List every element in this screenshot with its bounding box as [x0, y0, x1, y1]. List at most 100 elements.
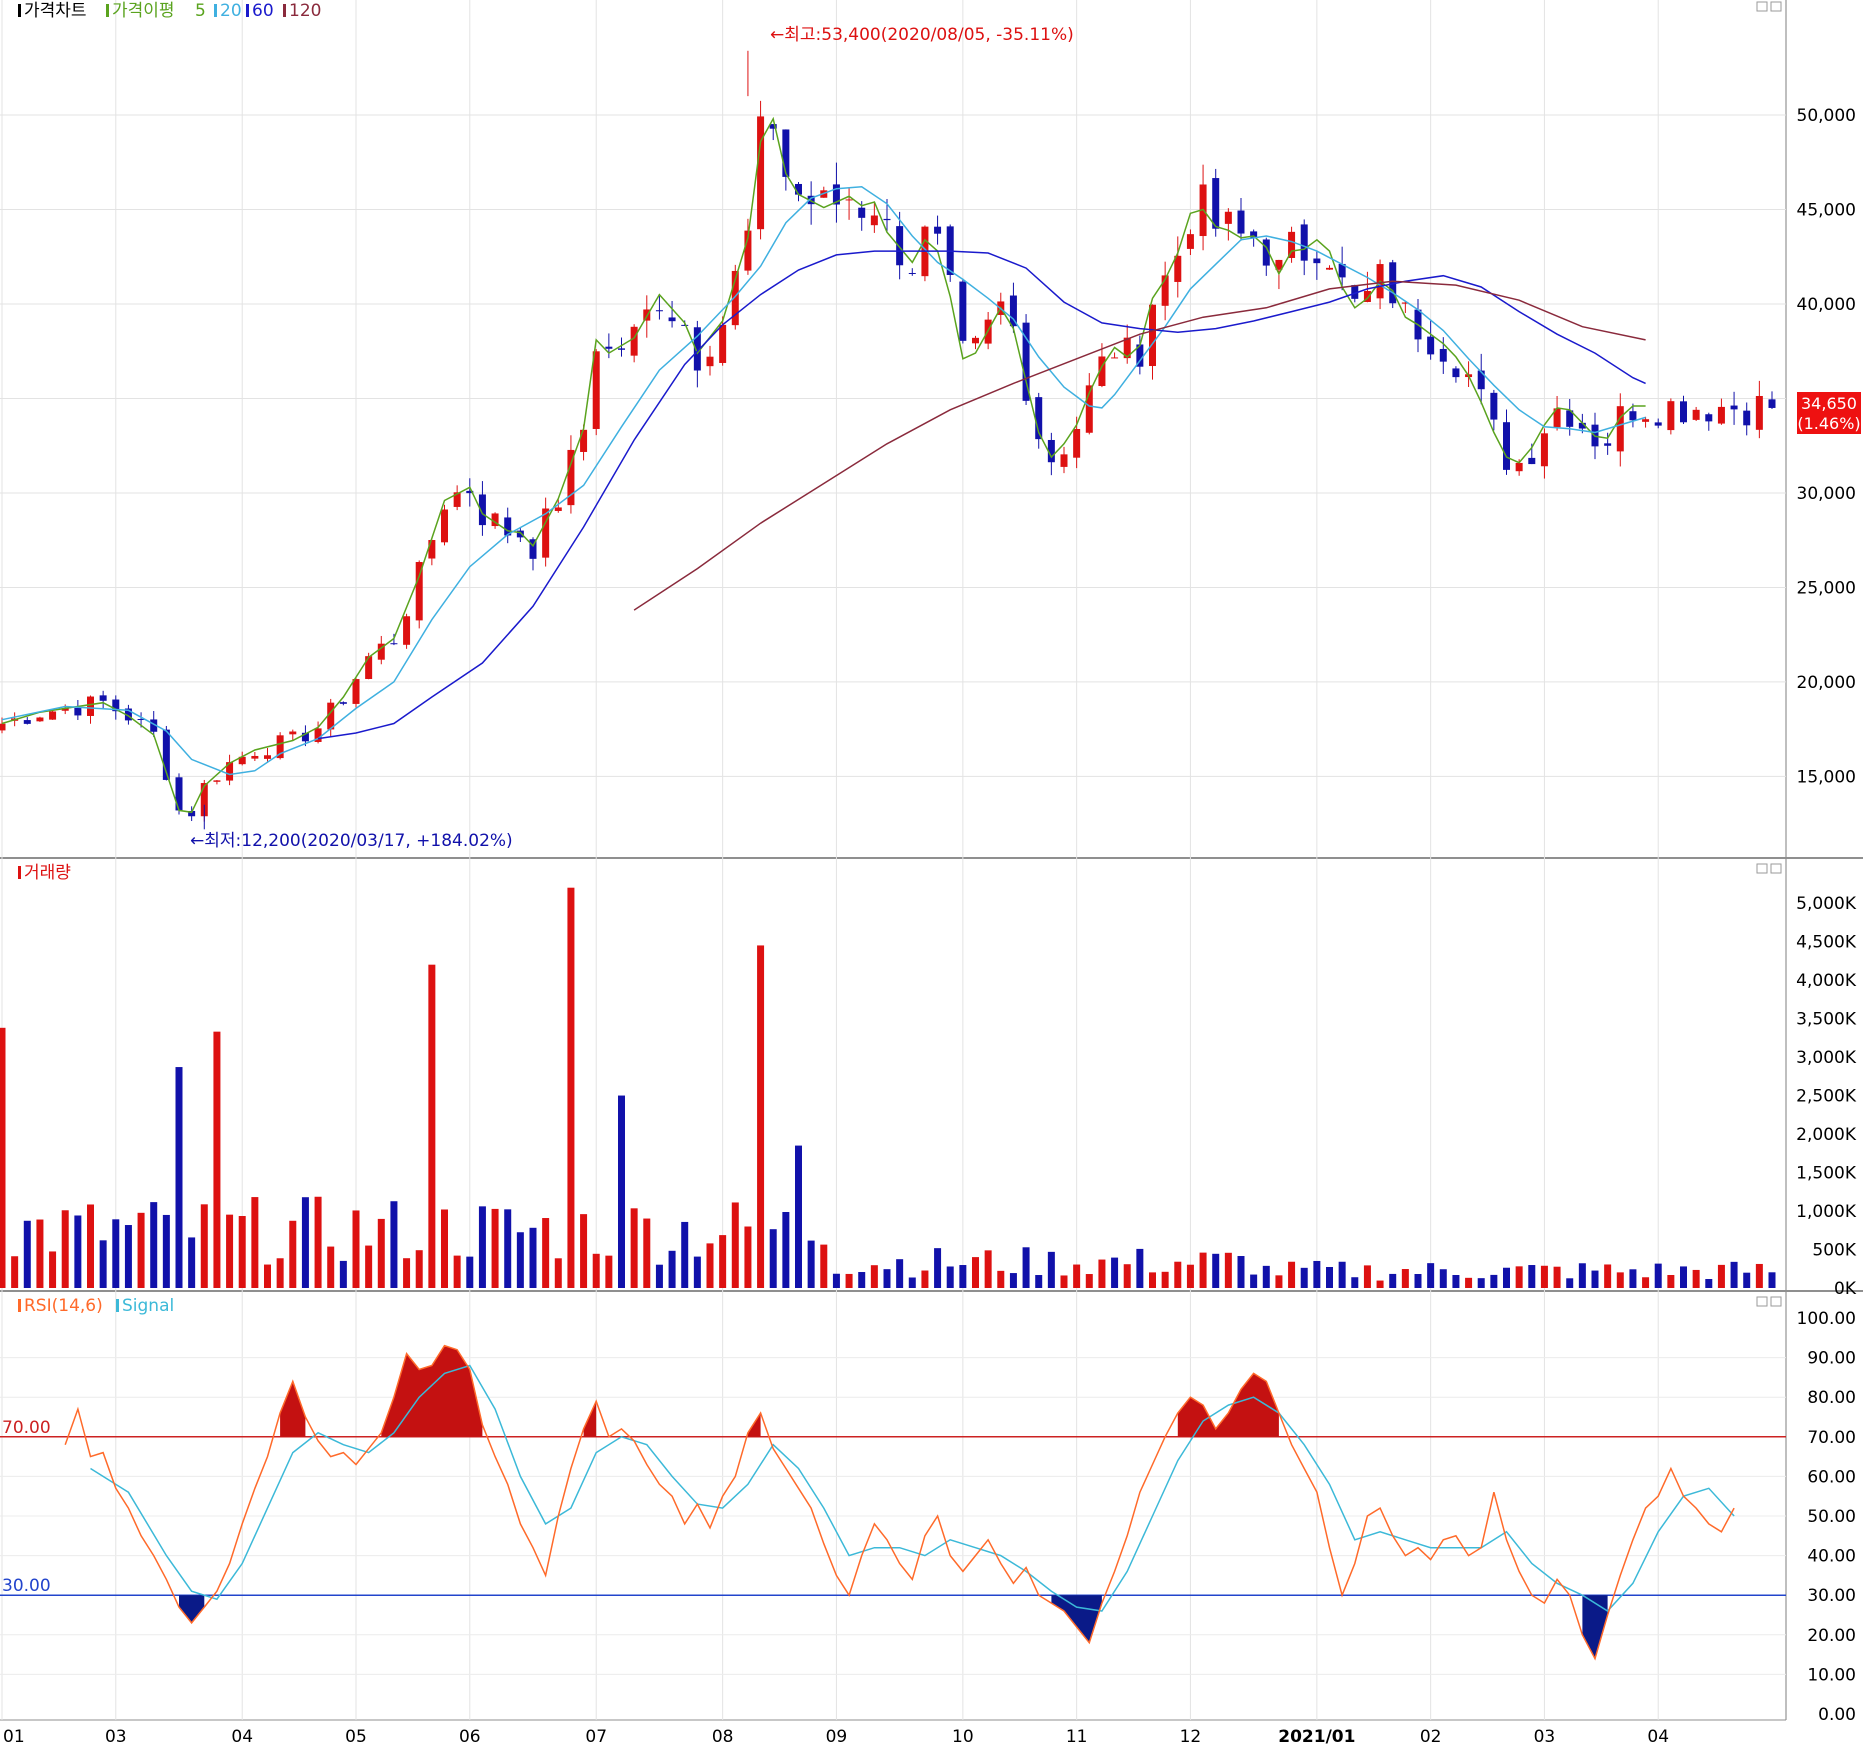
candle-body — [1035, 397, 1043, 440]
volume-bar — [1085, 1274, 1093, 1288]
volume-bar — [706, 1243, 714, 1288]
volume-bar — [1439, 1269, 1447, 1288]
volume-bar — [188, 1237, 196, 1288]
x-tick-label: 2021/01 — [1278, 1727, 1355, 1747]
volume-bar — [1768, 1272, 1776, 1288]
candle-body — [1389, 262, 1397, 304]
candle-body — [74, 707, 82, 716]
candle-body — [188, 810, 196, 817]
candle-body — [289, 731, 297, 735]
price-pane[interactable] — [0, 50, 1776, 830]
volume-bar — [984, 1250, 992, 1288]
candle-body — [162, 729, 170, 780]
candle-body — [1224, 211, 1232, 224]
price-title: 가격차트 — [24, 1, 87, 21]
volume-bar — [693, 1256, 701, 1288]
ma5-label: 5 — [195, 1, 206, 21]
candle-body — [1680, 401, 1687, 423]
candle-body — [529, 539, 537, 559]
candle-body — [1313, 258, 1321, 264]
candle-body — [1326, 267, 1333, 270]
candle-body — [744, 230, 752, 271]
volume-bar — [681, 1221, 689, 1288]
volume-tick-label: 1,000K — [1796, 1202, 1857, 1222]
candle-body — [200, 783, 208, 817]
volume-pane[interactable] — [0, 887, 1776, 1288]
volume-bar — [820, 1244, 828, 1288]
candle-body — [1705, 414, 1713, 422]
candle-body — [769, 124, 777, 129]
x-tick-label: 04 — [231, 1727, 253, 1747]
candle-body — [213, 780, 221, 782]
volume-bar — [1250, 1274, 1258, 1288]
candle-body — [542, 508, 550, 558]
close-button[interactable] — [1770, 863, 1782, 874]
x-tick-label: 08 — [712, 1727, 734, 1747]
price-tick-label: 20,000 — [1797, 673, 1856, 693]
candle-body — [706, 356, 714, 367]
minimize-button[interactable] — [1756, 863, 1768, 874]
volume-bar — [946, 1266, 954, 1288]
volume-bar — [782, 1212, 790, 1288]
rsi-zone-fill — [1582, 1595, 1608, 1659]
candle-body — [1123, 337, 1131, 359]
candle-body — [150, 719, 158, 732]
minimize-button[interactable] — [1756, 1, 1768, 12]
volume-bar — [1009, 1273, 1017, 1288]
volume-bar — [719, 1235, 727, 1288]
volume-bar — [529, 1227, 537, 1288]
rsi-pane[interactable]: 70.00 30.00 — [0, 1344, 1786, 1661]
candle-body — [453, 492, 461, 507]
volume-bar — [175, 1067, 183, 1288]
volume-bar — [997, 1270, 1005, 1288]
volume-bar — [1578, 1263, 1586, 1288]
legend-marker-rsi — [18, 1299, 21, 1312]
volume-bar — [453, 1255, 461, 1288]
volume-bar — [1199, 1252, 1207, 1288]
candle-body — [655, 310, 663, 312]
volume-bar — [883, 1269, 891, 1288]
minimize-button[interactable] — [1756, 1296, 1768, 1307]
candle-body — [1667, 401, 1675, 431]
volume-bar — [845, 1273, 853, 1288]
x-tick-label: 03 — [1534, 1727, 1556, 1747]
candle-body — [1553, 408, 1561, 428]
close-button[interactable] — [1770, 1, 1782, 12]
rsi-pane-buttons — [1756, 1296, 1782, 1307]
candle-body — [1275, 259, 1283, 270]
candle-body — [1022, 322, 1030, 401]
volume-bar — [87, 1204, 94, 1288]
volume-bar — [428, 964, 436, 1288]
rsi-tick-label: 10.00 — [1807, 1665, 1856, 1685]
candle-body — [226, 762, 234, 781]
volume-bar — [1060, 1275, 1068, 1288]
rsi-tick-label: 70.00 — [1807, 1428, 1856, 1448]
legend-marker-signal — [116, 1299, 119, 1312]
volume-bar — [150, 1202, 158, 1288]
candle-body — [23, 720, 31, 724]
volume-bar — [959, 1265, 967, 1288]
volume-title: 거래량 — [24, 863, 71, 883]
volume-bar — [1326, 1267, 1333, 1288]
candle-body — [1363, 291, 1371, 302]
candle-body — [314, 728, 322, 742]
close-button[interactable] — [1770, 1296, 1782, 1307]
candle-body — [1642, 419, 1650, 422]
volume-tick-label: 1,500K — [1796, 1164, 1857, 1184]
candle-body — [1490, 392, 1498, 420]
volume-bar — [352, 1210, 360, 1288]
candle-body — [1540, 433, 1548, 467]
volume-bar — [1540, 1265, 1548, 1288]
volume-bar — [858, 1272, 866, 1288]
price-pane-buttons — [1756, 1, 1782, 12]
volume-bar — [1705, 1279, 1713, 1288]
volume-tick-label: 3,500K — [1796, 1010, 1857, 1030]
volume-bar — [238, 1216, 246, 1288]
candle-body — [832, 184, 840, 205]
candle-body — [1692, 409, 1700, 420]
volume-bar — [11, 1256, 19, 1288]
volume-bar — [1376, 1280, 1384, 1288]
ma-line — [1, 116, 1646, 814]
x-tick-label: 03 — [105, 1727, 127, 1747]
